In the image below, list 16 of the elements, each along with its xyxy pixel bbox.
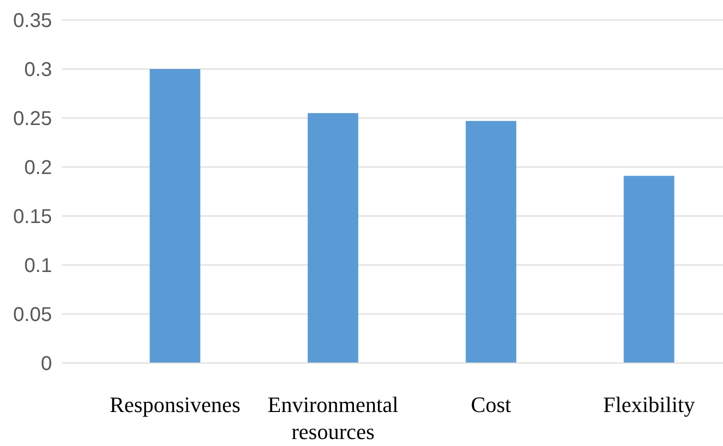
bar <box>150 69 200 363</box>
x-tick-label: Responsivenes <box>110 392 240 417</box>
x-tick-label: Environmental resources <box>268 392 398 444</box>
y-tick-label: 0.35 <box>13 10 52 32</box>
bar <box>624 176 674 363</box>
bar <box>466 120 516 363</box>
y-tick-label: 0.3 <box>24 59 52 81</box>
y-tick-label: 0.1 <box>24 255 52 277</box>
y-tick-label: 0 <box>40 353 52 375</box>
y-tick-label: 0.05 <box>13 304 52 326</box>
bar <box>308 113 358 363</box>
y-tick-label: 0.25 <box>13 108 52 130</box>
y-tick-label: 0.15 <box>13 206 52 228</box>
x-tick-label: Flexibility <box>603 392 695 417</box>
y-tick-label: 0.2 <box>24 157 52 179</box>
x-tick-label: Cost <box>470 392 512 417</box>
